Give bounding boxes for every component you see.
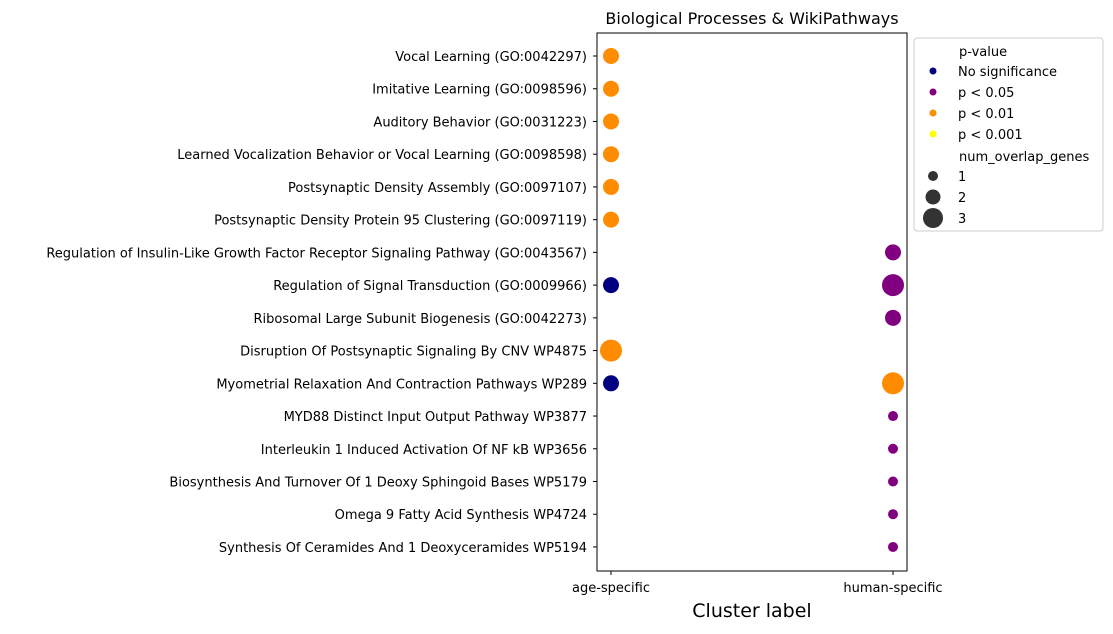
legend-label: p < 0.01 [958, 107, 1014, 122]
y-tick-label: Omega 9 Fatty Acid Synthesis WP4724 [335, 508, 587, 523]
y-tick-label: Interleukin 1 Induced Activation Of NF k… [261, 443, 587, 458]
data-point-human-specific [888, 411, 898, 422]
y-tick-label: Disruption Of Postsynaptic Signaling By … [240, 345, 587, 360]
y-tick-label: Learned Vocalization Behavior or Vocal L… [177, 148, 587, 163]
y-tick-label: Imitative Learning (GO:0098596) [372, 83, 587, 98]
legend-marker-p-0-05 [929, 88, 937, 96]
data-point-human-specific [885, 309, 901, 326]
data-point-human-specific [885, 244, 901, 261]
y-tick-label: Synthesis Of Ceramides And 1 Deoxycerami… [219, 541, 587, 556]
legend-marker-no-significance [929, 67, 937, 75]
data-point-age-specific [603, 113, 619, 130]
legend-size-marker-3 [923, 208, 943, 228]
legend-hue-items: No significance p < 0.05 p < 0.01 p < 0.001 [929, 65, 1057, 143]
legend-label: No significance [958, 65, 1057, 80]
x-tick-label: human-specific [843, 581, 942, 596]
data-points [600, 48, 904, 552]
data-point-age-specific [603, 277, 619, 294]
y-tick-label: Postsynaptic Density Assembly (GO:009710… [288, 181, 587, 196]
x-axis-label: Cluster label [692, 600, 811, 622]
legend-size-marker-2 [925, 189, 941, 205]
data-point-age-specific [603, 178, 619, 195]
data-point-age-specific [603, 211, 619, 228]
y-tick-label: Myometrial Relaxation And Contraction Pa… [216, 377, 587, 392]
legend-label: p < 0.05 [958, 86, 1014, 101]
data-point-human-specific [888, 509, 898, 520]
chart-title: Biological Processes & WikiPathways [605, 9, 898, 28]
legend-size-marker-1 [928, 171, 938, 181]
y-tick-label: Auditory Behavior (GO:0031223) [373, 115, 587, 130]
y-tick-label: Postsynaptic Density Protein 95 Clusteri… [214, 214, 587, 229]
y-tick-label: Regulation of Signal Transduction (GO:00… [273, 279, 587, 294]
data-point-age-specific [603, 375, 619, 392]
data-point-human-specific [882, 274, 904, 297]
legend: p-value No significance p < 0.05 p < 0.01 p… [913, 37, 1104, 232]
data-point-age-specific [600, 339, 622, 362]
data-point-human-specific [888, 476, 898, 487]
legend-size-label: 1 [958, 170, 966, 185]
legend-marker-p-0-01 [929, 109, 937, 117]
x-axis: age-specific human-specific [572, 571, 943, 596]
legend-size-label: 3 [958, 212, 966, 227]
y-tick-label: Regulation of Insulin-Like Growth Factor… [46, 246, 587, 261]
data-point-human-specific [888, 443, 898, 454]
legend-frame [913, 37, 1104, 232]
y-tick-label: Vocal Learning (GO:0042297) [395, 50, 587, 65]
y-tick-label: Biosynthesis And Turnover Of 1 Deoxy Sph… [169, 475, 587, 490]
y-tick-label: Ribosomal Large Subunit Biogenesis (GO:0… [254, 312, 587, 327]
x-tick-label: age-specific [572, 581, 650, 596]
y-axis: Vocal Learning (GO:0042297) Imitative Lea… [46, 50, 597, 556]
legend-size-items: 1 2 3 [923, 170, 966, 228]
legend-size-title: num_overlap_genes [959, 150, 1089, 165]
data-point-age-specific [603, 146, 619, 163]
legend-hue-title: p-value [959, 45, 1007, 60]
data-point-age-specific [603, 48, 619, 64]
data-point-human-specific [882, 372, 904, 395]
data-point-age-specific [603, 80, 619, 97]
legend-marker-p-0-001 [929, 130, 937, 138]
plot-area [596, 32, 908, 572]
data-point-human-specific [888, 541, 898, 552]
y-tick-label: MYD88 Distinct Input Output Pathway WP38… [284, 410, 587, 425]
legend-label: p < 0.001 [958, 128, 1023, 143]
legend-size-label: 2 [958, 191, 966, 206]
